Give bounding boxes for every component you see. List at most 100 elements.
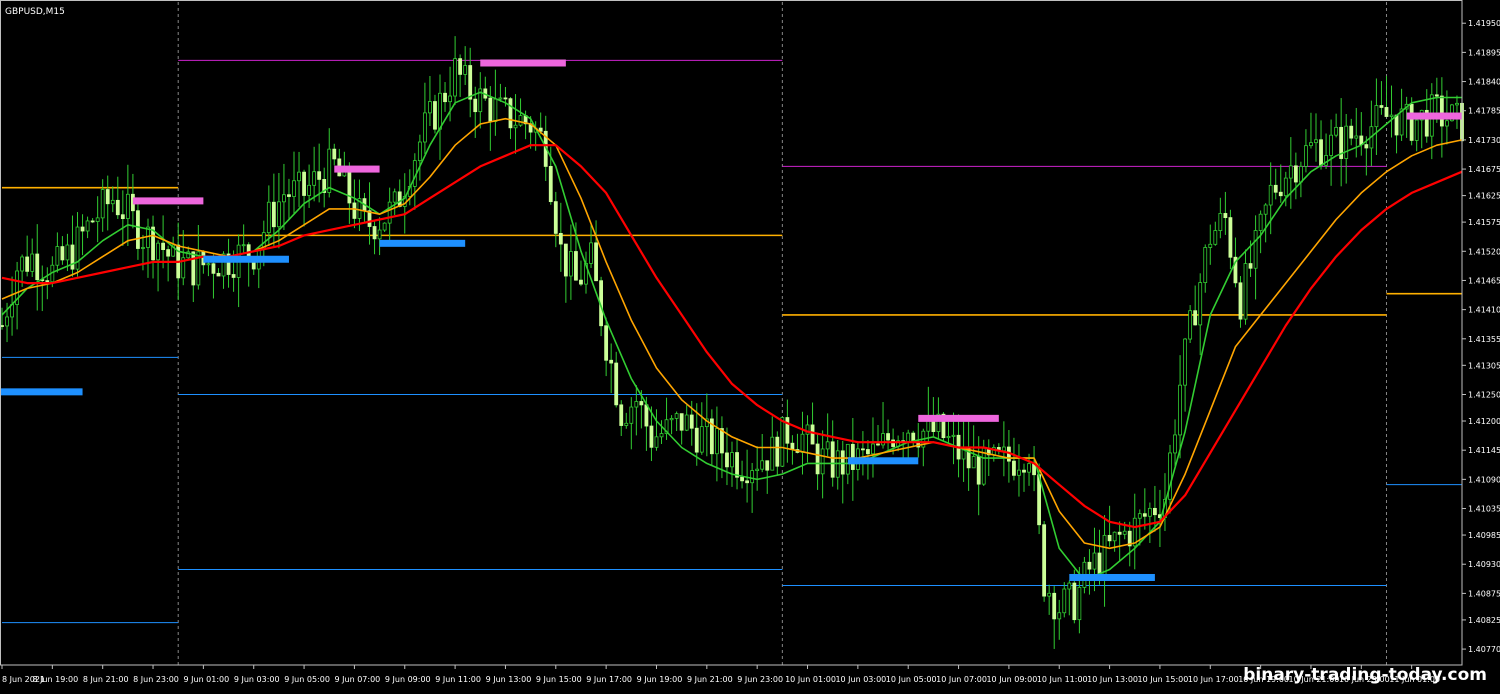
x-tick-label: 9 Jun 03:00 [234,675,280,684]
candle-body [443,92,447,103]
candle-body [568,251,573,277]
y-tick-label: 1.41355 [1468,335,1500,344]
candle-body [830,441,835,478]
candle-body [1329,134,1334,156]
candle-body [367,210,372,227]
candle-body [357,198,362,219]
candle-body [1168,452,1172,500]
candle-body [30,253,35,272]
candle-body [1047,592,1052,597]
candle-body [1001,446,1006,452]
resistance-marker [1406,112,1462,120]
resistance-marker [480,59,566,67]
candle-body [231,274,236,278]
x-tick-label: 10 Jun 07:00 [936,675,987,684]
candle-body [478,88,483,113]
candle-body [725,452,729,468]
candle-body [951,434,956,437]
candle-body [669,418,674,421]
candle-body [609,359,614,364]
candle-body [392,191,397,203]
candle-body [563,243,568,277]
y-tick-label: 1.40930 [1468,560,1500,569]
candle-body [1309,142,1313,147]
x-tick-label: 10 Jun 03:00 [835,675,886,684]
candle-body [226,253,231,275]
candle-body [428,101,432,114]
candle-body [1304,145,1308,167]
candle-body [25,256,30,272]
candle-body [1122,530,1127,535]
candle-body [1137,513,1142,519]
candle-body [1017,469,1021,476]
support-marker [1069,573,1155,581]
candle-body [438,92,442,130]
candle-body [493,98,498,122]
candle-body [45,280,50,283]
x-tick-label: 9 Jun 17:00 [586,675,632,684]
candle-body [694,427,699,453]
x-tick-label: 10 Jun 11:00 [1037,675,1088,684]
candle-body [110,199,115,205]
candle-body [674,413,679,419]
candle-body [468,65,473,100]
candle-body [1022,469,1026,473]
y-tick-label: 1.41840 [1468,78,1500,87]
candle-body [1293,165,1298,183]
candle-body [125,193,130,220]
candle-body [211,263,216,274]
candle-body [1455,102,1459,106]
x-tick-label: 8 Jun 21:00 [83,675,129,684]
candle-body [825,441,830,450]
candle-body [740,476,744,482]
candle-body [302,171,306,196]
candle-body [100,189,105,219]
candle-body [1238,282,1243,320]
candle-body [151,226,155,261]
candle-body [1439,95,1444,127]
y-tick-label: 1.41035 [1468,505,1500,514]
candle-body [206,263,211,266]
candle-body [518,115,523,126]
candle-body [161,242,166,251]
candle-body [312,171,317,186]
candle-body [5,316,9,327]
y-tick-label: 1.40825 [1468,616,1500,625]
candle-body [115,199,120,216]
candle-body [654,436,659,448]
candle-body [55,246,60,266]
candle-body [745,480,750,484]
candle-body [1107,534,1112,542]
candle-body [1117,531,1122,535]
candle-body [558,232,563,245]
candle-body [166,249,171,257]
candle-body [840,450,845,475]
resistance-marker [334,165,380,173]
candle-body [720,428,724,454]
candle-body [1027,463,1031,473]
candle-body [1339,126,1344,159]
candle-body [1142,513,1147,517]
candle-body [1012,460,1016,476]
x-tick-label: 10 Jun 13:00 [1087,675,1138,684]
y-tick-label: 1.41785 [1468,107,1500,116]
candle-body [397,191,402,207]
candle-body [186,251,191,259]
x-tick-label: 10 Jun 23:00 [1339,675,1390,684]
candle-body [815,443,820,475]
candle-body [1228,217,1233,258]
candle-body [1389,114,1394,117]
candle-body [1424,109,1429,137]
candle-body [946,436,951,439]
support-marker [379,239,466,247]
candle-body [513,124,518,129]
candle-body [1178,384,1182,436]
candle-body [75,226,80,270]
candle-body [644,404,649,427]
x-tick-label: 10 Jun 01:00 [785,675,836,684]
candle-body [866,449,870,455]
x-tick-label: 10 Jun 15:00 [1138,675,1189,684]
candle-body [1344,125,1349,159]
